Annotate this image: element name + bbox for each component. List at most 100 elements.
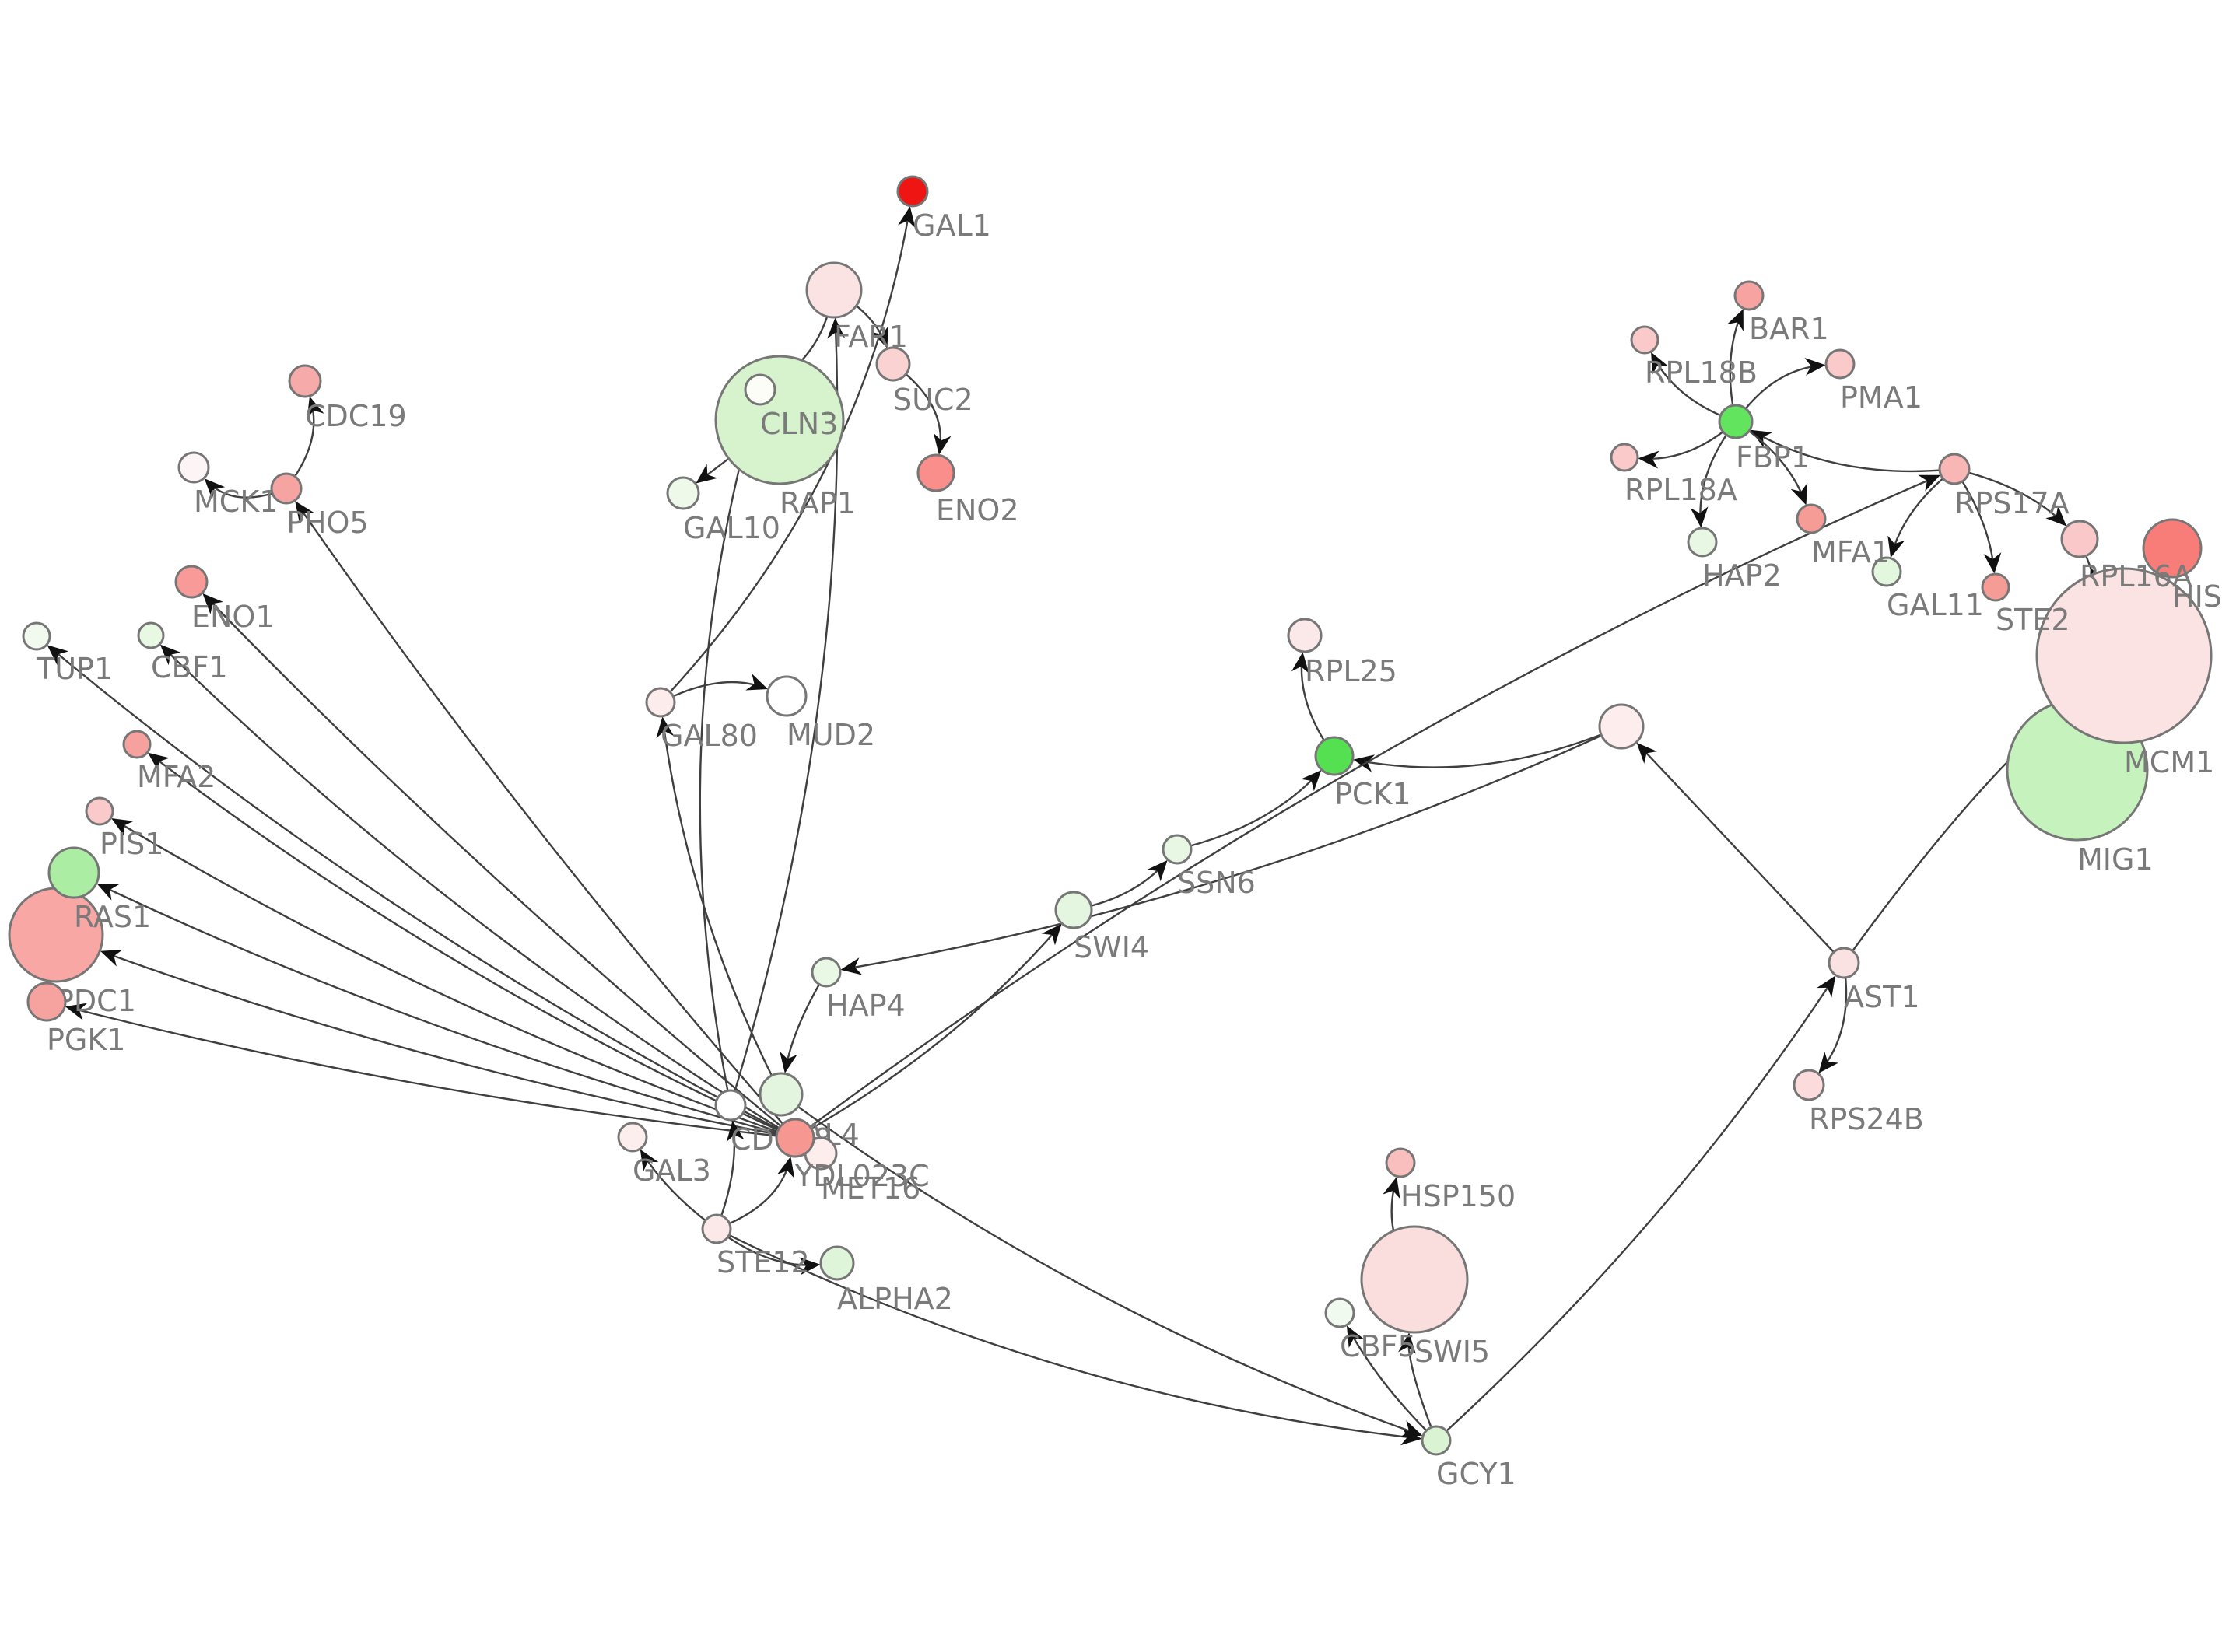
node-PMA1[interactable]: PMA1: [1824, 348, 1922, 415]
node-SUC2[interactable]: SUC2: [875, 346, 973, 417]
node-RPL18A[interactable]: RPL18A: [1610, 443, 1737, 507]
node-circle-RPL18A[interactable]: [1610, 443, 1639, 472]
node-HIS4[interactable]: HIS4: [2142, 518, 2222, 614]
node-PDC1[interactable]: PDC1: [8, 887, 136, 1018]
node-circle-RPL18B[interactable]: [1630, 325, 1659, 355]
node-MFA2[interactable]: MFA2: [122, 730, 216, 794]
node-circle-GAL11[interactable]: [1871, 556, 1902, 587]
node-circle-BAR1[interactable]: [1733, 280, 1765, 311]
node-GCY1[interactable]: GCY1: [1421, 1425, 1516, 1491]
node-FBP1[interactable]: FBP1: [1718, 404, 1810, 474]
node-MCM1[interactable]: MCM1: [2035, 567, 2214, 779]
node-HAP2[interactable]: HAP2: [1687, 527, 1782, 593]
node-circle-GAL3[interactable]: [617, 1122, 648, 1153]
node-BAR1[interactable]: BAR1: [1733, 280, 1829, 346]
node-label: BAR1: [1749, 312, 1829, 346]
node-circle-CDC28[interactable]: [714, 1089, 747, 1122]
node-HAP4[interactable]: HAP4: [811, 957, 906, 1023]
node-circle-RPL16A[interactable]: [2060, 520, 2099, 558]
node-circle-PHO5[interactable]: [270, 472, 303, 505]
node-GAL3[interactable]: GAL3: [617, 1122, 711, 1188]
node-RAS1[interactable]: RAS1: [47, 846, 151, 934]
node-circle-SSN6[interactable]: [1162, 834, 1193, 865]
node-MFA1[interactable]: MFA1: [1796, 503, 1890, 569]
node-circle-SUC2[interactable]: [875, 346, 911, 382]
node-GAL11[interactable]: GAL11: [1871, 556, 1984, 622]
node-circle-MCK1[interactable]: [177, 451, 210, 484]
node-circle-TUP1[interactable]: [22, 621, 51, 651]
node-unlabeled[interactable]: [1598, 703, 1645, 750]
node-GAL80[interactable]: GAL80: [645, 687, 758, 753]
node-ENO1[interactable]: ENO1: [174, 565, 275, 634]
node-RPL25[interactable]: RPL25: [1287, 618, 1397, 688]
node-circle-GAL4[interactable]: [759, 1072, 804, 1117]
node-RPS17A[interactable]: RPS17A: [1938, 453, 2070, 520]
node-circle-SWI4[interactable]: [1054, 891, 1093, 929]
node-PHO5[interactable]: PHO5: [270, 472, 369, 540]
node-circle-ENO1[interactable]: [174, 565, 209, 599]
node-circle-MFA2[interactable]: [122, 730, 152, 759]
node-circle-CLN3[interactable]: [744, 373, 776, 406]
node-circle-RAS1[interactable]: [47, 846, 100, 899]
node-CLN3[interactable]: CLN3: [744, 373, 838, 441]
node-circle-ALPHA2[interactable]: [819, 1245, 855, 1281]
node-circle-ENO2[interactable]: [916, 453, 955, 492]
node-circle-AST1[interactable]: [1828, 947, 1860, 979]
node-circle-STE12[interactable]: [701, 1213, 732, 1244]
node-CDC19[interactable]: CDC19: [288, 364, 407, 433]
node-circle-HAP2[interactable]: [1687, 527, 1718, 558]
node-GAL10[interactable]: GAL10: [666, 476, 780, 545]
node-RPS24B[interactable]: RPS24B: [1793, 1069, 1924, 1136]
node-GAL1[interactable]: GAL1: [896, 175, 991, 243]
node-PCK1[interactable]: PCK1: [1314, 736, 1411, 811]
node-circle-RPS17A[interactable]: [1938, 453, 1971, 485]
node-ALPHA2[interactable]: ALPHA2: [819, 1245, 953, 1316]
node-PGK1[interactable]: PGK1: [26, 982, 125, 1057]
node-circle-GAL1[interactable]: [896, 175, 929, 208]
node-RPL18B[interactable]: RPL18B: [1630, 325, 1758, 390]
node-circle-STE2[interactable]: [1981, 572, 2010, 602]
node-CBF5[interactable]: CBF5: [1324, 1297, 1417, 1363]
node-circle-MFA1[interactable]: [1796, 503, 1827, 534]
node-circle-FBP1[interactable]: [1718, 404, 1754, 439]
node-circle-HIS4[interactable]: [2142, 518, 2203, 579]
node-STE2[interactable]: STE2: [1981, 572, 2070, 637]
node-CBF1[interactable]: CBF1: [137, 621, 228, 684]
node-circle-GAL80[interactable]: [645, 687, 676, 718]
node-circle-PCK1[interactable]: [1314, 736, 1355, 776]
node-SWI4[interactable]: SWI4: [1054, 891, 1149, 964]
node-circle-HSP150[interactable]: [1385, 1147, 1416, 1178]
node-circle-CBF5[interactable]: [1324, 1297, 1355, 1328]
node-STE12[interactable]: STE12: [701, 1213, 810, 1279]
node-circle-unlabeled[interactable]: [1598, 703, 1645, 750]
node-circle-GCY1[interactable]: [1421, 1425, 1452, 1456]
node-circle-CBF1[interactable]: [137, 621, 165, 649]
node-AST1[interactable]: AST1: [1828, 947, 1920, 1014]
node-circle-PIS1[interactable]: [85, 796, 114, 826]
node-PIS1[interactable]: PIS1: [85, 796, 163, 861]
node-circle-SWI5[interactable]: [1360, 1225, 1469, 1334]
node-circle-PMA1[interactable]: [1824, 348, 1856, 380]
node-MCK1[interactable]: MCK1: [177, 451, 278, 519]
node-SWI5[interactable]: SWI5: [1360, 1225, 1490, 1369]
node-circle-RPS24B[interactable]: [1793, 1069, 1825, 1101]
node-TUP1[interactable]: TUP1: [22, 621, 113, 686]
node-circle-PGK1[interactable]: [26, 982, 67, 1022]
node-circle-MCM1[interactable]: [2035, 567, 2213, 744]
node-circle-MUD2[interactable]: [766, 675, 808, 717]
node-RPL16A[interactable]: RPL16A: [2060, 520, 2192, 593]
node-FAR1[interactable]: FAR1: [805, 261, 908, 354]
node-circle-GAL10[interactable]: [666, 476, 700, 510]
node-MUD2[interactable]: MUD2: [766, 675, 875, 752]
edge-STE12-CDC28: [717, 1120, 745, 1224]
node-circle-HAP4[interactable]: [811, 957, 842, 988]
node-circle-FAR1[interactable]: [805, 261, 863, 319]
node-ENO2[interactable]: ENO2: [916, 453, 1019, 527]
node-YDL023C[interactable]: YDL023C: [775, 1118, 930, 1193]
node-HSP150[interactable]: HSP150: [1385, 1147, 1516, 1213]
node-SSN6[interactable]: SSN6: [1162, 834, 1256, 900]
node-circle-RPL25[interactable]: [1287, 618, 1323, 653]
node-circle-YDL023C[interactable]: [775, 1118, 815, 1158]
node-circle-CDC19[interactable]: [288, 364, 322, 398]
